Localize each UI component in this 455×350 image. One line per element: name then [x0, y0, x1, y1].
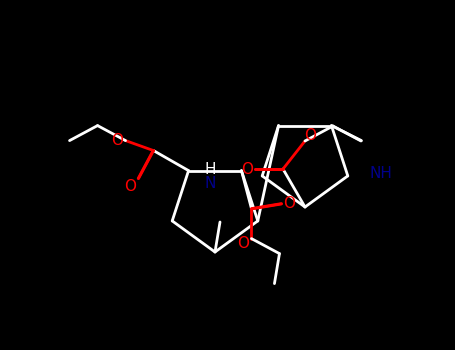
Text: O: O	[283, 196, 295, 211]
Text: H: H	[204, 162, 216, 177]
Text: O: O	[241, 161, 253, 176]
Text: O: O	[304, 128, 316, 143]
Text: N: N	[204, 176, 216, 191]
Text: O: O	[125, 179, 136, 194]
Text: NH: NH	[370, 166, 393, 181]
Text: O: O	[111, 133, 124, 148]
Text: O: O	[238, 236, 249, 251]
